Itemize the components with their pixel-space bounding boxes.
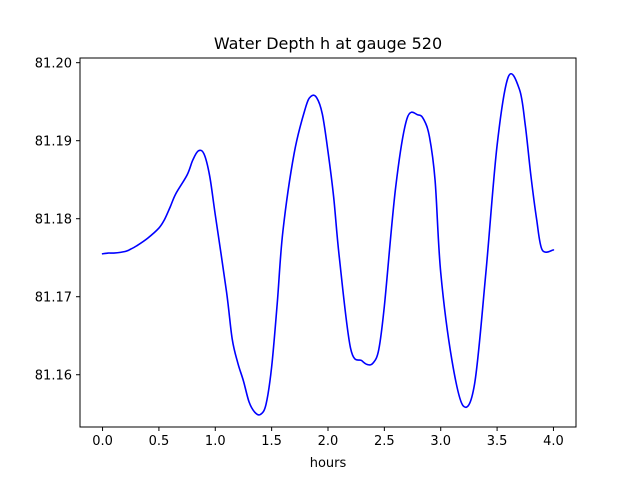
y-tick-label: 81.16 [35,369,72,384]
y-tick-label: 81.17 [35,291,72,306]
plot-frame [79,57,577,428]
x-tick-label: 3.0 [430,434,451,449]
chart-title: Water Depth h at gauge 520 [214,34,442,53]
axis-ticks: 0.0 0.5 1.0 1.5 2.0 2.5 3.0 3.5 4.0 81.16 81.17 81.… [35,57,564,449]
y-tick-label: 81.20 [35,57,72,72]
x-tick-label: 4.0 [543,434,564,449]
x-tick-label: 1.5 [261,434,282,449]
y-tick-label: 81.18 [35,213,72,228]
x-tick-label: 3.5 [487,434,508,449]
series-line [101,72,555,416]
plot-area [80,58,576,427]
x-axis-label: hours [310,456,347,471]
x-tick-label: 2.5 [374,434,395,449]
x-tick-label: 1.0 [205,434,226,449]
x-tick-label: 0.0 [92,434,113,449]
series-layer [101,72,555,416]
y-tick-label: 81.19 [35,135,72,150]
x-tick-label: 0.5 [149,434,170,449]
x-tick-label: 2.0 [318,434,339,449]
